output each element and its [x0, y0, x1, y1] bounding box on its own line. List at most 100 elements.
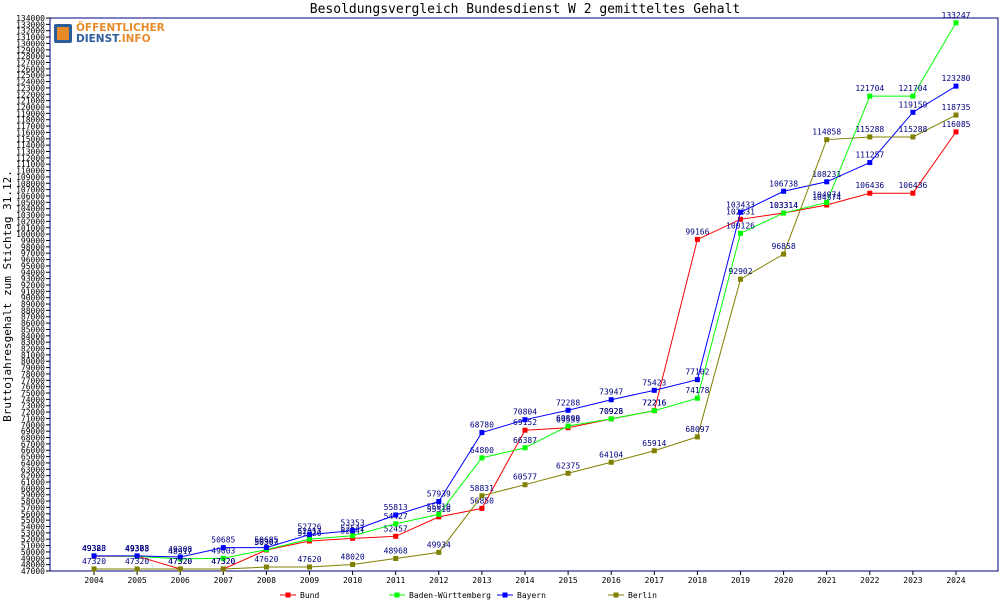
data-label: 116085: [942, 120, 971, 129]
data-point: [479, 455, 485, 461]
y-tick-label: 58000: [21, 497, 45, 506]
data-label: 69152: [513, 418, 537, 427]
data-label: 50367: [254, 538, 278, 547]
logo-wordmark: ÖFFENTLICHER DIENST.INFO: [76, 23, 165, 45]
data-point: [350, 535, 356, 541]
y-tick-label: 57000: [21, 503, 45, 512]
y-tick-label: 83000: [21, 338, 45, 347]
y-tick-label: 133000: [16, 20, 45, 29]
series-layer: 4932849328473204732050303517205214152457…: [82, 11, 971, 572]
data-label: 69809: [556, 414, 580, 423]
data-label: 47320: [125, 557, 149, 566]
data-point: [781, 251, 787, 257]
data-point: [393, 521, 399, 527]
data-label: 49303: [125, 544, 149, 553]
legend-label: Bayern: [517, 591, 546, 600]
y-tick-label: 80000: [21, 357, 45, 366]
data-label: 47620: [254, 555, 278, 564]
y-tick-label: 103000: [16, 211, 45, 220]
data-label: 52017: [297, 527, 321, 536]
data-point: [824, 202, 830, 208]
site-logo: ÖFFENTLICHER DIENST.INFO: [52, 21, 165, 46]
data-label: 62375: [556, 461, 580, 470]
data-label: 49383: [82, 544, 106, 553]
plot-frame: [49, 17, 999, 572]
data-label: 64104: [599, 450, 623, 459]
data-point: [177, 554, 183, 560]
data-label: 49003: [211, 546, 235, 555]
data-label: 99166: [685, 227, 709, 236]
data-point: [220, 545, 226, 551]
data-label: 115288: [898, 125, 927, 134]
y-tick-label: 72000: [21, 408, 45, 417]
data-label: 73947: [599, 388, 623, 397]
y-tick-label: 96000: [21, 256, 45, 265]
data-label: 121704: [855, 84, 884, 93]
data-point: [350, 528, 356, 534]
y-tick-label: 132000: [16, 27, 45, 36]
x-tick-label: 2004: [84, 576, 103, 585]
data-label: 65914: [642, 439, 666, 448]
x-tick-label: 2016: [602, 576, 621, 585]
data-label: 49383: [82, 544, 106, 553]
data-label: 106738: [769, 179, 798, 188]
data-point: [393, 512, 399, 518]
data-point: [134, 566, 140, 572]
data-point: [651, 448, 657, 454]
data-point: [694, 236, 700, 242]
x-tick-label: 2007: [214, 576, 233, 585]
y-tick-label: 94000: [21, 268, 45, 277]
data-label: 47320: [168, 557, 192, 566]
data-point: [651, 408, 657, 414]
series-1: 4938349303489174900350367520175254254427…: [82, 11, 971, 562]
data-label: 55910: [427, 502, 451, 511]
logo-line-2-main: DIENST: [76, 33, 118, 45]
data-label: 123280: [942, 74, 971, 83]
x-tick-label: 2022: [860, 576, 879, 585]
data-point: [479, 505, 485, 511]
data-label: 49328: [82, 544, 106, 553]
data-point: [220, 566, 226, 572]
y-tick-label: 114000: [16, 141, 45, 150]
data-label: 66387: [513, 436, 537, 445]
data-point: [522, 427, 528, 433]
series-3: 47320 47320 47320 47320 47620 47620 48020 48968…: [82, 103, 971, 572]
y-tick-label: 108000: [16, 179, 45, 188]
data-point: [738, 209, 743, 215]
data-label: 55813: [384, 503, 408, 512]
y-tick-label: 113000: [16, 147, 45, 156]
data-point: [91, 553, 97, 559]
y-tick-label: 95000: [21, 262, 45, 271]
y-tick-label: 52000: [21, 535, 45, 544]
y-tick-label: 127000: [16, 58, 45, 67]
data-label: 72288: [556, 398, 580, 407]
y-axis-label: Bruttojahresgehalt zum Stichtag 31.12.: [1, 170, 14, 422]
y-tick-label: 120000: [16, 103, 45, 112]
logo-line-1: ÖFFENTLICHER: [76, 22, 165, 34]
y-tick-label: 70000: [21, 421, 45, 430]
data-point: [694, 395, 700, 401]
data-label: 68780: [470, 421, 494, 430]
y-tick-label: 97000: [21, 249, 45, 258]
data-label: 50685: [211, 536, 235, 545]
y-tick-label: 124000: [16, 78, 45, 87]
x-tick-label: 2013: [472, 576, 491, 585]
y-tick-label: 87000: [21, 313, 45, 322]
logo-line-2-tld: .INFO: [117, 33, 151, 45]
data-label: 48917: [168, 547, 192, 556]
y-tick-label: 110000: [16, 167, 45, 176]
data-point: [953, 83, 959, 89]
y-tick-label: 49000: [21, 554, 45, 563]
y-tick-label: 82000: [21, 345, 45, 354]
legend-swatch-marker: [613, 592, 619, 598]
data-point: [436, 498, 442, 504]
y-tick-label: 48000: [21, 561, 45, 570]
data-point: [781, 188, 787, 194]
data-label: 57939: [427, 489, 451, 498]
data-label: 69539: [556, 416, 580, 425]
x-tick-label: 2021: [817, 576, 836, 585]
data-label: 70804: [513, 408, 537, 417]
data-label: 119159: [898, 100, 927, 109]
data-label: 48968: [384, 546, 408, 555]
